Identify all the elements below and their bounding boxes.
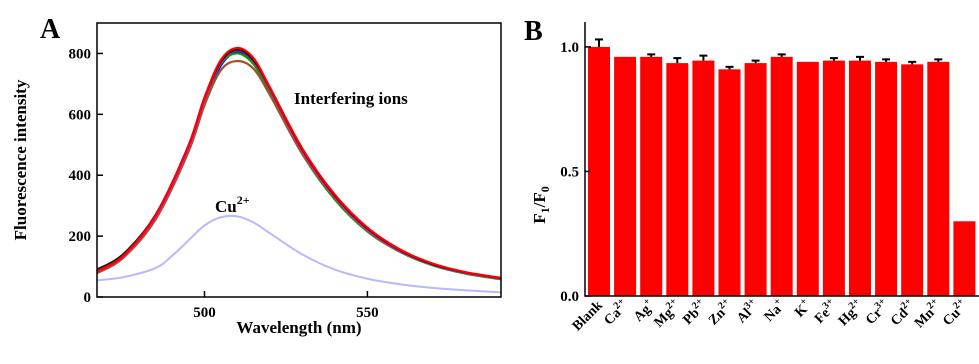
bar-fe (822, 60, 845, 296)
bar-na (770, 56, 793, 296)
bar-hg (849, 60, 871, 296)
bar-zn (718, 69, 741, 296)
bar-cr (875, 61, 898, 296)
bar-ag (640, 56, 663, 296)
panel-b-y-tick-label: 0.0 (560, 289, 579, 305)
panel-a-series-line-1 (96, 52, 502, 281)
panel-b-y-axis-title: F1/F0 (530, 186, 552, 224)
ylabel-f: F (530, 213, 549, 223)
category-label-na: Na+ (760, 296, 789, 325)
panel-a-y-tick-label: 400 (69, 168, 92, 184)
panel-b-letter: B (524, 16, 543, 47)
category-label-fe: Fe3+ (810, 296, 841, 327)
category-label-mn: Mn2+ (910, 296, 945, 331)
panel-a-y-tick-label: 600 (69, 107, 92, 123)
panel-b-y-tick-label: 0.5 (560, 164, 579, 180)
bar-cd (901, 64, 924, 296)
category-label-zn: Zn2+ (704, 296, 737, 329)
panel-a-ticks: 500 550 0 200 400 600 800 (69, 46, 379, 321)
category-label-k: K+ (790, 296, 815, 321)
panel-a-series-line-3 (96, 49, 502, 280)
panel-a-x-tick-label: 550 (356, 305, 379, 321)
panel-a-line-chart: 500 550 0 200 400 600 800 Wavelength (nm) Fluo… (11, 22, 502, 337)
panel-a-series-line-6 (96, 214, 502, 294)
panel-a-series-line-5 (96, 46, 502, 279)
bar-ca (614, 56, 637, 296)
category-label-al: Al3+ (732, 296, 762, 326)
ylabel-slash-f: /F (530, 192, 549, 208)
bar-al (744, 63, 767, 296)
panel-b-ticks: 0.0 0.5 1.0 (560, 40, 591, 305)
category-label-cu: Cu2+ (938, 296, 971, 329)
bar-cu (953, 221, 976, 296)
cu-ion-label-charge: 2+ (237, 193, 250, 207)
bar-k (796, 61, 819, 296)
panel-a-letter: A (40, 14, 61, 45)
ylabel-sub-1: 1 (538, 207, 552, 213)
panel-a-series-group (96, 46, 502, 294)
interfering-ions-label: Interfering ions (294, 89, 408, 108)
panel-a-y-axis-title: Fluorescence intensity (11, 79, 30, 240)
bar-pb (692, 60, 715, 296)
panel-a-x-tick-label: 500 (193, 305, 216, 321)
bar-mg (666, 63, 689, 296)
category-label-cr: Cr3+ (861, 296, 893, 328)
category-label-hg: Hg2+ (834, 296, 867, 329)
bar-blank (588, 46, 610, 297)
category-label-pb: Pb2+ (678, 296, 710, 328)
panel-a-y-tick-label: 200 (69, 229, 92, 245)
panel-a-plot-frame (96, 22, 502, 298)
panel-b-y-tick-label: 1.0 (560, 40, 579, 56)
panel-a-y-tick-label: 0 (84, 290, 92, 306)
bar-mn (927, 61, 950, 296)
category-label-mg: Mg2+ (650, 296, 685, 331)
cu-ion-label-text: Cu (215, 197, 237, 216)
cu-ion-label: Cu2+ (215, 193, 250, 216)
panel-a-y-tick-label: 800 (69, 46, 92, 62)
ylabel-sub-0: 0 (538, 186, 552, 192)
panel-a-series-line-4 (96, 48, 502, 280)
panel-a-series-line-0 (96, 50, 502, 280)
panel-a-x-axis-title: Wavelength (nm) (236, 318, 361, 337)
category-label-ca: Ca2+ (600, 296, 633, 329)
